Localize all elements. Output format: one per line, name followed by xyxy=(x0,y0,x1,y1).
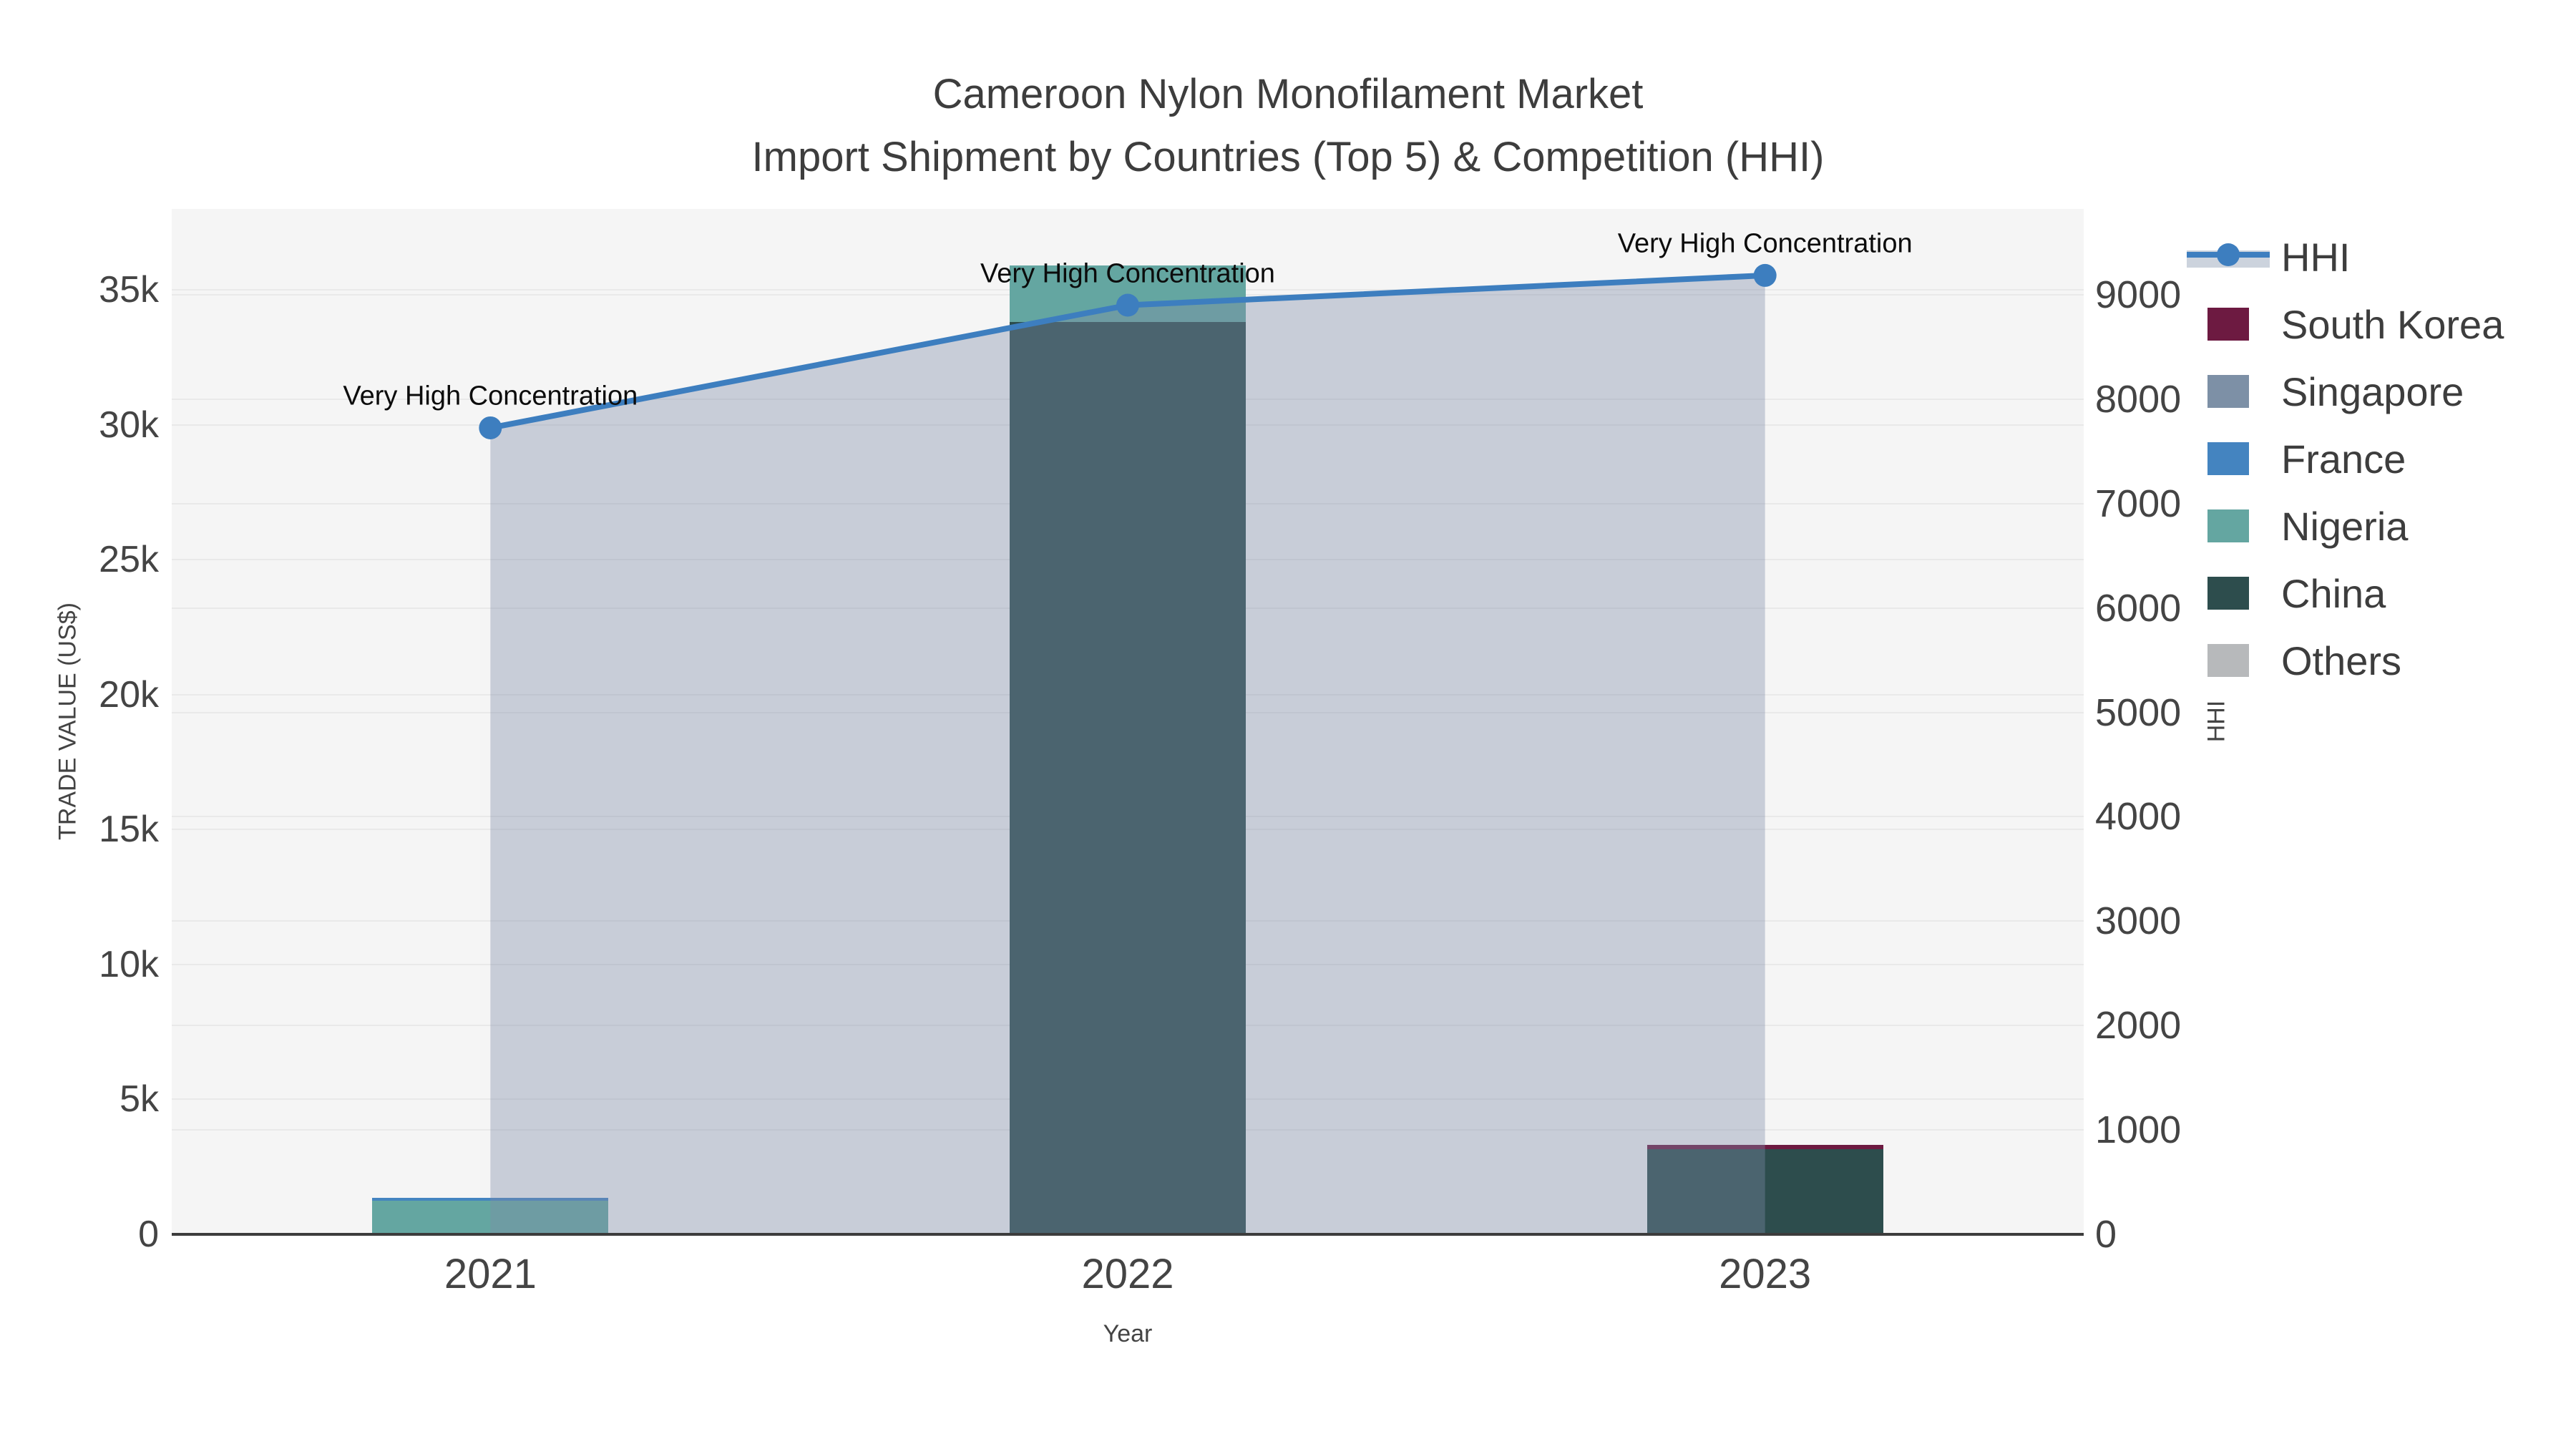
y-axis-title-left: TRADE VALUE (US$) xyxy=(54,602,82,840)
hhi-annotation-2021: Very High Concentration xyxy=(343,381,638,411)
bar-france-2021[interactable] xyxy=(372,1197,609,1201)
y-right-tick-0: 0 xyxy=(2095,1213,2117,1256)
square-swatch-icon xyxy=(2181,577,2275,610)
bar-nigeria-2021[interactable] xyxy=(372,1201,609,1234)
x-axis-line xyxy=(172,1233,2084,1236)
legend-label: France xyxy=(2281,436,2406,482)
y-left-tick-5k: 5k xyxy=(119,1078,159,1121)
legend-label: China xyxy=(2281,570,2386,616)
hhi-area-fill xyxy=(490,275,1765,1234)
legend-item-south-korea[interactable]: South Korea xyxy=(2181,291,2576,358)
y-right-tick-7000: 7000 xyxy=(2095,482,2182,525)
hhi-marker-2023[interactable] xyxy=(1753,263,1777,287)
x-tick-2023: 2023 xyxy=(1719,1251,1812,1297)
legend-item-singapore[interactable]: Singapore xyxy=(2181,358,2576,425)
y-left-tick-20k: 20k xyxy=(99,673,159,716)
square-swatch-icon xyxy=(2181,442,2275,475)
y-right-tick-4000: 4000 xyxy=(2095,795,2182,839)
legend-item-others[interactable]: Others xyxy=(2181,627,2576,694)
plot-area: Very High Concentration Very High Concent… xyxy=(172,209,2084,1236)
legend-item-nigeria[interactable]: Nigeria xyxy=(2181,492,2576,560)
y-right-tick-2000: 2000 xyxy=(2095,1004,2182,1048)
y-left-tick-25k: 25k xyxy=(99,539,159,581)
y-axis-title-right: HHI xyxy=(2202,700,2230,743)
hhi-marker-2021[interactable] xyxy=(479,416,502,439)
chart-title-line2: Import Shipment by Countries (Top 5) & C… xyxy=(751,134,1825,180)
y-right-tick-5000: 5000 xyxy=(2095,691,2182,734)
x-tick-2022: 2022 xyxy=(1081,1251,1174,1297)
legend-label: Others xyxy=(2281,638,2402,683)
legend-label: Nigeria xyxy=(2281,503,2409,549)
y-left-tick-15k: 15k xyxy=(99,809,159,851)
hhi-annotation-2023: Very High Concentration xyxy=(1617,228,1913,259)
hhi-annotation-2022: Very High Concentration xyxy=(980,258,1275,289)
legend-item-france[interactable]: France xyxy=(2181,425,2576,492)
square-swatch-icon xyxy=(2181,375,2275,408)
y-left-tick-35k: 35k xyxy=(99,269,159,311)
bar-china-2022[interactable] xyxy=(1010,322,1246,1234)
y-right-tick-1000: 1000 xyxy=(2095,1108,2182,1152)
legend: HHI South Korea Singapore France Nigeria Chin… xyxy=(2181,223,2576,694)
hhi-line-layer xyxy=(479,263,1777,1234)
legend-item-china[interactable]: China xyxy=(2181,560,2576,627)
y-right-tick-6000: 6000 xyxy=(2095,586,2182,630)
square-swatch-icon xyxy=(2181,644,2275,677)
square-swatch-icon xyxy=(2181,509,2275,542)
legend-label: HHI xyxy=(2281,234,2351,280)
x-axis-title: Year xyxy=(1103,1320,1153,1347)
chart-title: Cameroon Nylon Monofilament Market Impor… xyxy=(0,63,2576,189)
y-left-tick-0: 0 xyxy=(138,1214,159,1255)
hhi-line-marker-icon xyxy=(2181,243,2275,270)
chart-title-line1: Cameroon Nylon Monofilament Market xyxy=(932,71,1644,117)
annotation-layer: Very High Concentration Very High Concent… xyxy=(172,209,2084,1234)
y-left-tick-10k: 10k xyxy=(99,943,159,985)
legend-label: South Korea xyxy=(2281,301,2504,347)
bar-china-2023[interactable] xyxy=(1646,1148,1883,1234)
x-tick-2021: 2021 xyxy=(444,1251,537,1297)
legend-label: Singapore xyxy=(2281,369,2464,414)
square-swatch-icon xyxy=(2181,308,2275,341)
y-right-tick-8000: 8000 xyxy=(2095,377,2182,421)
y-left-tick-30k: 30k xyxy=(99,404,159,446)
legend-item-hhi[interactable]: HHI xyxy=(2181,223,2576,291)
hhi-marker-2022[interactable] xyxy=(1116,293,1139,317)
y-right-tick-9000: 9000 xyxy=(2095,273,2182,316)
y-right-tick-3000: 3000 xyxy=(2095,899,2182,943)
bar-south-korea-2023[interactable] xyxy=(1646,1144,1883,1149)
